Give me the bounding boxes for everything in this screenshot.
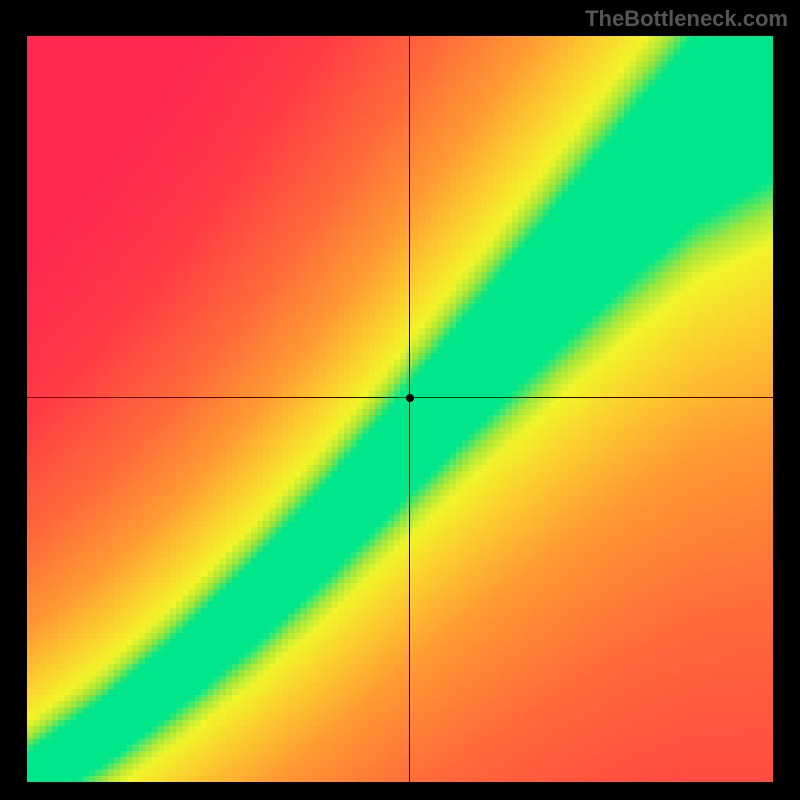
attribution-text: TheBottleneck.com [585, 6, 788, 32]
chart-container: TheBottleneck.com [0, 0, 800, 800]
crosshair-vertical [409, 36, 410, 782]
marker-dot [406, 394, 414, 402]
crosshair-horizontal [27, 397, 773, 398]
heatmap-plot [27, 36, 773, 782]
heatmap-canvas [27, 36, 773, 782]
